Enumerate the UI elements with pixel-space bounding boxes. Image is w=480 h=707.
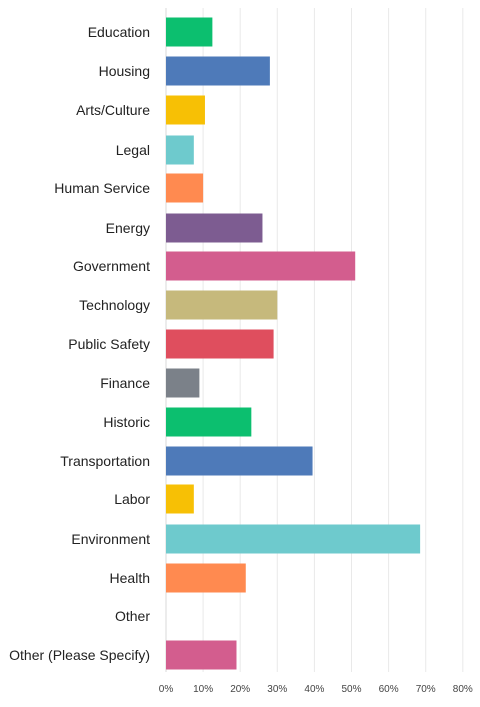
bar <box>166 446 313 476</box>
category-label: Other <box>115 608 150 624</box>
x-tick-label: 50% <box>341 684 361 695</box>
category-label: Historic <box>103 414 150 430</box>
bar <box>166 563 246 593</box>
bar <box>166 135 194 165</box>
bar <box>166 524 421 554</box>
category-label: Human Service <box>54 180 150 196</box>
bar <box>166 407 252 437</box>
category-label: Government <box>73 258 150 274</box>
x-tick-layer: 0% 10% 20% 30% 40% 50% 60% 70% 80% <box>159 684 473 695</box>
x-tick-label: 70% <box>416 684 436 695</box>
category-label: Transportation <box>60 453 150 469</box>
category-label: Other (Please Specify) <box>9 647 150 663</box>
category-label: Labor <box>114 491 150 507</box>
x-tick-label: 20% <box>230 684 250 695</box>
category-label: Finance <box>100 375 150 391</box>
x-tick-label: 10% <box>193 684 213 695</box>
bar <box>166 173 204 203</box>
bar <box>166 484 194 514</box>
x-tick-label: 80% <box>453 684 473 695</box>
category-label: Public Safety <box>68 336 150 352</box>
category-label: Arts/Culture <box>76 102 150 118</box>
x-tick-label: 40% <box>304 684 324 695</box>
bar-layer <box>166 17 421 670</box>
bar <box>166 17 213 47</box>
x-tick-label: 30% <box>267 684 287 695</box>
category-label: Legal <box>116 142 150 158</box>
bar <box>166 56 270 86</box>
bar <box>166 329 274 359</box>
category-label: Technology <box>79 297 150 313</box>
bar <box>166 213 263 243</box>
bar <box>166 290 278 320</box>
category-label: Energy <box>106 220 150 236</box>
bar <box>166 640 237 670</box>
category-label-layer: Education Housing Arts/Culture Legal Human S… <box>9 24 150 663</box>
bar <box>166 95 205 125</box>
category-label: Environment <box>71 531 150 547</box>
x-tick-label: 60% <box>379 684 399 695</box>
bar <box>166 368 200 398</box>
category-label: Education <box>88 24 150 40</box>
x-tick-label: 0% <box>159 684 174 695</box>
category-label: Health <box>110 570 150 586</box>
bar <box>166 251 356 281</box>
category-label: Housing <box>99 63 150 79</box>
